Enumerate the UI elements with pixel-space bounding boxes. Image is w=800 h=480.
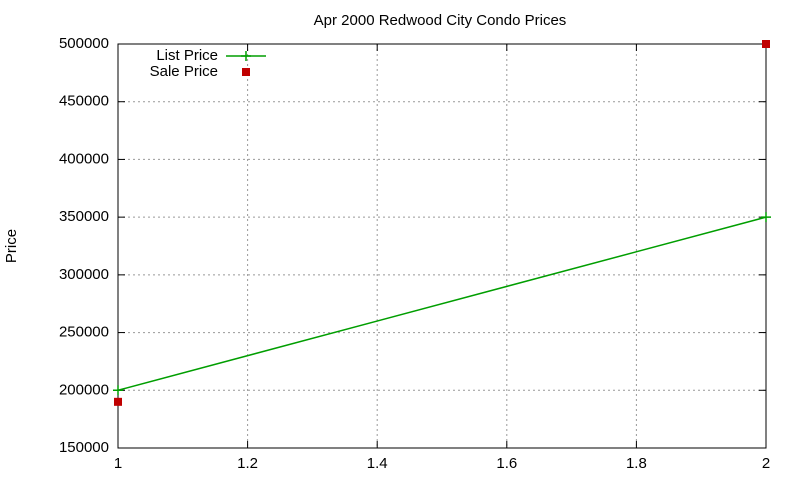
y-tick-label: 250000: [59, 324, 109, 341]
x-tick-label: 1.4: [367, 455, 388, 472]
legend-label: List Price: [156, 47, 218, 64]
y-tick-label: 150000: [59, 439, 109, 456]
x-tick-label: 1.2: [237, 455, 258, 472]
plot-frame: [117, 43, 767, 449]
point: [762, 40, 770, 48]
y-tick-label: 200000: [59, 381, 109, 398]
y-tick-label: 400000: [59, 150, 109, 167]
y-tick-label: 500000: [59, 35, 109, 52]
point: [761, 212, 771, 223]
legend-label: Sale Price: [150, 63, 218, 80]
y-axis-label: Price: [3, 229, 20, 263]
y-tick-label: 350000: [59, 208, 109, 225]
point: [114, 397, 122, 406]
x-tick-label: 2: [762, 455, 770, 472]
chart-title: Apr 2000 Redwood City Condo Prices: [314, 12, 567, 29]
y-tick-label: 450000: [59, 93, 109, 110]
x-tick-label: 1.8: [626, 455, 647, 472]
x-tick-label: 1: [114, 455, 122, 472]
x-tick-label: 1.6: [496, 455, 517, 472]
y-tick-label: 300000: [59, 266, 109, 283]
point: [113, 385, 123, 396]
line: [117, 216, 767, 392]
legend-marker: [241, 51, 251, 61]
legend-marker: [242, 68, 250, 76]
